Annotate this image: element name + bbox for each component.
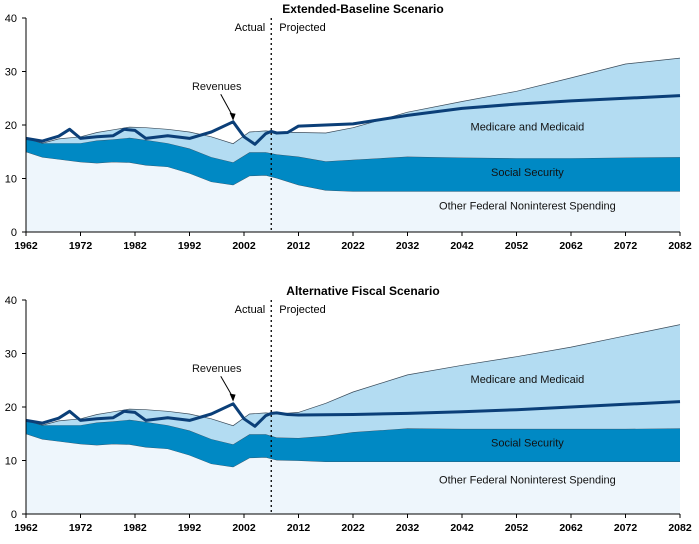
x-tick-label: 1992 xyxy=(178,240,202,252)
area-other-federal-noninterest-spending xyxy=(26,433,680,514)
actual-label: Actual xyxy=(235,22,266,34)
x-tick-label: 2062 xyxy=(559,522,583,534)
area-social-security xyxy=(26,137,680,192)
x-tick-label: 2002 xyxy=(232,240,256,252)
x-tick-label: 2082 xyxy=(668,522,692,534)
x-tick-label: 2072 xyxy=(614,240,638,252)
y-tick-label: 0 xyxy=(11,227,17,239)
revenues-label: Revenues xyxy=(192,363,242,375)
area-label-other-federal-noninterest-spending: Other Federal Noninterest Spending xyxy=(439,475,616,487)
x-tick-label: 1962 xyxy=(14,522,38,534)
x-tick-label: 1972 xyxy=(69,522,93,534)
x-tick-label: 2022 xyxy=(341,240,365,252)
y-tick-label: 40 xyxy=(5,295,17,307)
x-tick-label: 2032 xyxy=(396,522,420,534)
y-tick-label: 10 xyxy=(5,456,17,468)
revenues-arrow-head xyxy=(229,112,236,121)
revenues-label: Revenues xyxy=(192,81,242,93)
area-label-medicare-and-medicaid: Medicare and Medicaid xyxy=(471,121,585,133)
series-line-revenues xyxy=(25,400,681,428)
x-tick-label: 2042 xyxy=(450,522,474,534)
area-other-federal-noninterest-spending xyxy=(26,151,680,232)
projected-label: Projected xyxy=(279,22,325,34)
y-tick-label: 30 xyxy=(5,67,17,79)
x-tick-label: 1982 xyxy=(123,240,147,252)
y-tick-label: 20 xyxy=(5,402,17,414)
y-tick-label: 40 xyxy=(5,13,17,25)
x-tick-label: 2082 xyxy=(668,240,692,252)
y-tick-label: 30 xyxy=(5,349,17,361)
area-medicare-and-medicaid xyxy=(26,58,680,163)
area-label-social-security: Social Security xyxy=(491,438,564,450)
chart-title: Alternative Fiscal Scenario xyxy=(286,284,439,298)
x-tick-label: 2042 xyxy=(450,240,474,252)
revenues-arrow-head xyxy=(229,393,236,402)
x-tick-label: 2002 xyxy=(232,522,256,534)
x-tick-label: 1992 xyxy=(178,522,202,534)
y-tick-label: 20 xyxy=(5,120,17,132)
projected-label: Projected xyxy=(279,304,325,316)
actual-label: Actual xyxy=(235,304,266,316)
chart-title: Extended-Baseline Scenario xyxy=(282,2,443,16)
x-tick-label: 2012 xyxy=(287,240,311,252)
x-tick-label: 2052 xyxy=(505,240,529,252)
area-label-other-federal-noninterest-spending: Other Federal Noninterest Spending xyxy=(439,201,616,213)
area-outline-medicare-and-medicaid xyxy=(25,57,681,145)
area-label-social-security: Social Security xyxy=(491,167,564,179)
x-tick-label: 2072 xyxy=(614,522,638,534)
x-tick-label: 1962 xyxy=(14,240,38,252)
y-tick-label: 0 xyxy=(11,509,17,521)
x-tick-label: 1982 xyxy=(123,522,147,534)
panel-extended-baseline: Extended-Baseline Scenario Actual Projecte… xyxy=(5,2,692,252)
x-tick-label: 2062 xyxy=(559,240,583,252)
area-label-medicare-and-medicaid: Medicare and Medicaid xyxy=(471,374,585,386)
series-line-revenues xyxy=(25,94,681,146)
area-outline-medicare-and-medicaid xyxy=(25,324,681,427)
x-tick-label: 2012 xyxy=(287,522,311,534)
x-tick-label: 2032 xyxy=(396,240,420,252)
panel-alternative-fiscal: Alternative Fiscal Scenario Actual Project… xyxy=(5,284,692,534)
x-tick-label: 1972 xyxy=(69,240,93,252)
area-social-security xyxy=(26,419,680,467)
x-tick-label: 2052 xyxy=(505,522,529,534)
area-medicare-and-medicaid xyxy=(26,324,680,445)
y-tick-label: 10 xyxy=(5,174,17,186)
x-tick-label: 2022 xyxy=(341,522,365,534)
